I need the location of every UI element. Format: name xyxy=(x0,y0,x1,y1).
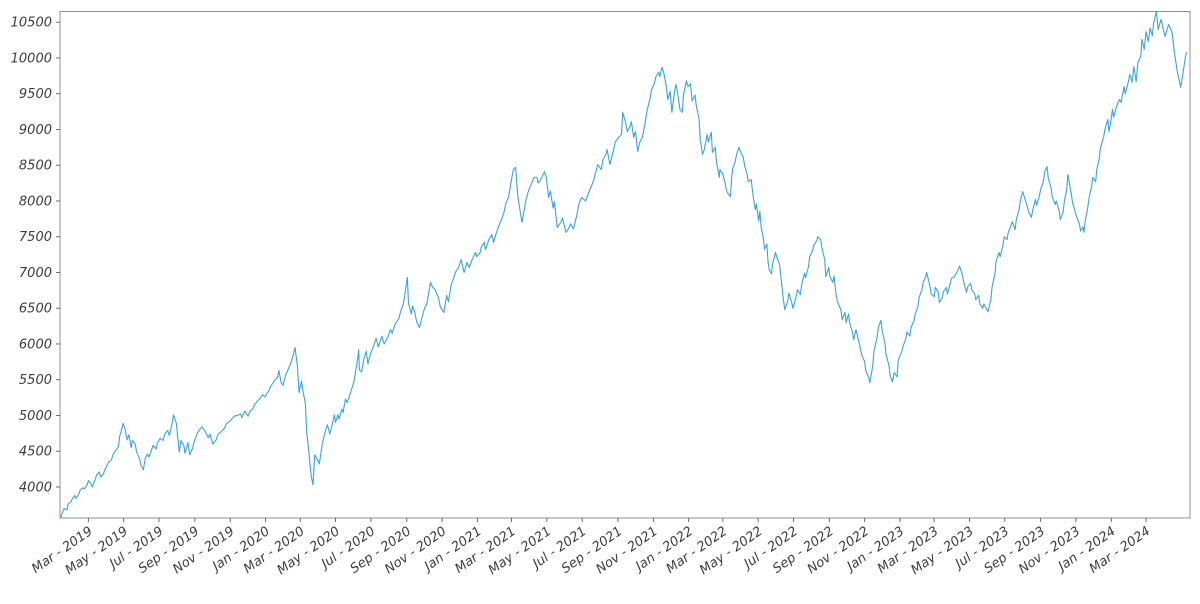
y-tick-label: 7500 xyxy=(19,230,52,245)
y-tick-label: 6000 xyxy=(19,337,52,352)
y-tick-label: 8500 xyxy=(19,159,52,174)
price-line-series xyxy=(60,10,1188,519)
y-tick-label: 4500 xyxy=(19,445,52,460)
plot-border xyxy=(59,11,1191,519)
y-tick-label: 5500 xyxy=(19,373,52,388)
y-tick-label: 4000 xyxy=(19,480,52,495)
y-tick-label: 9500 xyxy=(19,87,52,102)
y-tick-label: 6500 xyxy=(19,302,52,317)
y-tick-label: 9000 xyxy=(19,123,52,138)
y-tick-label: 5000 xyxy=(19,409,52,424)
y-tick-label: 8000 xyxy=(19,194,52,209)
y-tick-label: 10500 xyxy=(11,16,52,31)
y-tick-label: 7000 xyxy=(19,266,52,281)
y-tick-label: 10000 xyxy=(11,51,52,66)
